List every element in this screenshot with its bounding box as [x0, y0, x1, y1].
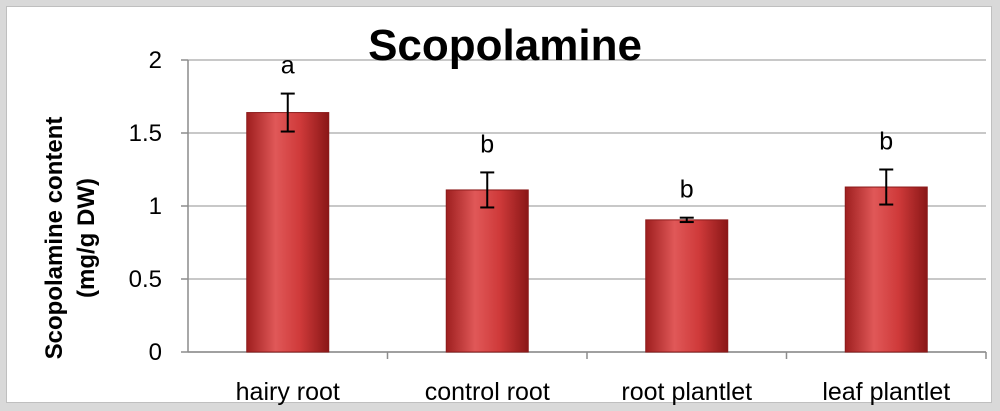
y-tick-labels: 0 0.5 1 1.5 2: [129, 47, 162, 366]
bar: [844, 186, 928, 353]
y-tick-label: 1: [149, 193, 162, 220]
bar: [645, 219, 729, 353]
y-tick-label: 1.5: [129, 120, 162, 147]
y-axis-label-line2: (mg/g DW): [73, 178, 100, 298]
y-tick-label: 0: [149, 339, 162, 366]
category-labels: hairy root control root root plantlet leaf …: [236, 378, 951, 406]
chart-title: Scopolamine: [368, 21, 642, 70]
error-bars: [280, 92, 894, 224]
y-tick-label: 2: [149, 47, 162, 74]
category-label: hairy root: [236, 378, 340, 406]
significance-label: b: [879, 128, 893, 156]
y-tick-label: 0.5: [129, 266, 162, 293]
significance-label: b: [480, 130, 494, 158]
category-label: control root: [425, 378, 550, 406]
bar: [246, 112, 330, 353]
y-axis-label: Scopolamine content (mg/g DW): [41, 117, 100, 360]
bars: [246, 112, 928, 353]
significance-label: a: [281, 52, 295, 80]
error-bar: [679, 216, 694, 224]
bar: [445, 189, 529, 353]
error-bar: [480, 171, 495, 209]
significance-labels: a b b b: [281, 52, 893, 204]
error-bar: [280, 92, 295, 133]
error-bar: [879, 168, 894, 206]
significance-label: b: [680, 176, 694, 204]
category-label: root plantlet: [621, 378, 752, 406]
y-axis-label-line1: Scopolamine content: [41, 117, 68, 360]
category-label: leaf plantlet: [822, 378, 950, 406]
